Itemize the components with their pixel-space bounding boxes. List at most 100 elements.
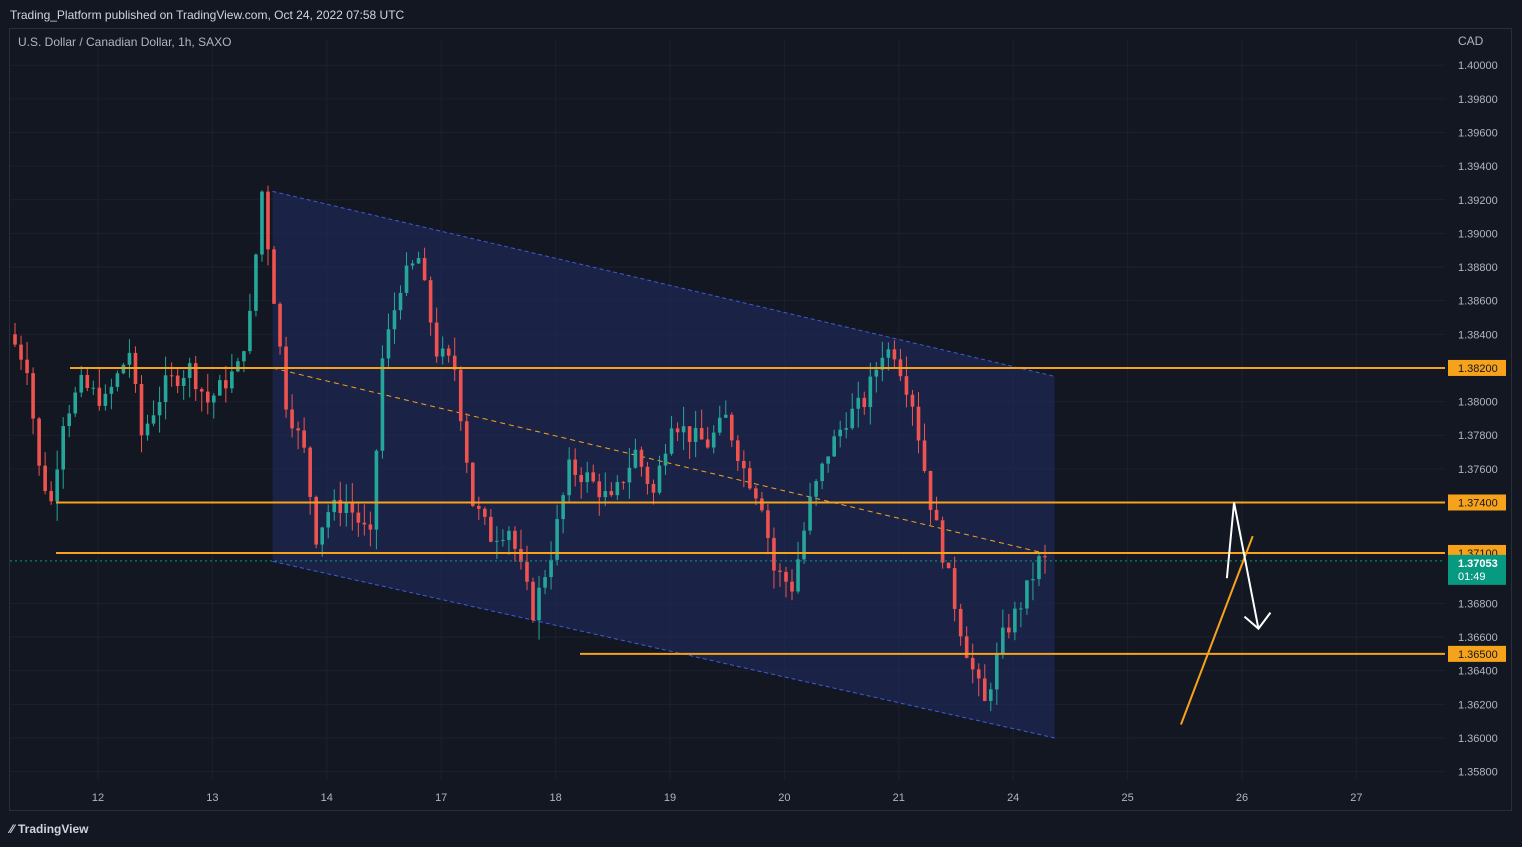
candle-body	[597, 481, 602, 498]
candle-body	[591, 472, 596, 482]
publisher-info: Trading_Platform published on TradingVie…	[10, 8, 405, 22]
candle-body	[748, 468, 752, 489]
channel-top-line	[272, 190, 1055, 377]
x-tick-label: 17	[435, 792, 447, 804]
candle-body	[711, 432, 716, 448]
candle-body	[19, 344, 23, 360]
candle-body	[934, 509, 939, 521]
candle-body	[651, 483, 656, 493]
candle-body	[260, 191, 264, 255]
y-tick-label: 1.36000	[1458, 733, 1498, 745]
candle-body	[422, 258, 427, 281]
candle-body	[958, 608, 963, 637]
candle-body	[976, 669, 981, 679]
candle-body	[705, 439, 710, 448]
candle-body	[796, 559, 800, 592]
candle-body	[55, 469, 59, 502]
candle-body	[314, 496, 318, 545]
candle-body	[157, 402, 162, 416]
candle-body	[778, 570, 782, 572]
y-tick-label: 1.36800	[1458, 598, 1498, 610]
candle-body	[248, 310, 252, 352]
candle-body	[320, 527, 324, 545]
candle-body	[742, 460, 746, 469]
y-tick-label: 1.36400	[1458, 666, 1498, 678]
candle-body	[356, 512, 361, 523]
tradingview-logo[interactable]: ⁄⁄ TradingView	[10, 822, 88, 836]
channel-fill	[272, 191, 1055, 738]
candle-body	[699, 428, 704, 440]
countdown-label: 01:49	[1458, 571, 1486, 583]
candle-body	[1019, 608, 1023, 610]
candle-body	[850, 408, 855, 429]
candle-body	[856, 397, 861, 409]
candle-body	[603, 491, 608, 498]
channel-layer	[272, 190, 1055, 739]
candle-body	[916, 406, 921, 441]
y-tick-label: 1.40000	[1458, 60, 1498, 72]
candle-body	[296, 428, 300, 431]
y-tick-label: 1.38600	[1458, 296, 1498, 308]
candle-body	[121, 364, 126, 374]
candle-body	[832, 436, 836, 457]
candle-body	[519, 548, 523, 562]
candle-body	[187, 363, 192, 378]
channel-midline	[272, 367, 1044, 554]
candle-body	[543, 577, 547, 588]
y-tick-label: 1.37800	[1458, 430, 1498, 442]
level-price-tag	[1448, 359, 1506, 376]
candle-layer	[13, 185, 1047, 712]
y-tick-label: 1.38800	[1458, 262, 1498, 274]
y-tick-label: 1.36600	[1458, 632, 1498, 644]
candle-body	[85, 374, 90, 389]
y-tick-label: 1.36200	[1458, 699, 1498, 711]
x-tick-label: 26	[1236, 792, 1248, 804]
candle-body	[1037, 556, 1041, 580]
level-price-label: 1.37400	[1458, 498, 1498, 510]
candle-body	[826, 456, 830, 464]
symbol-title: U.S. Dollar / Canadian Dollar, 1h, SAXO	[18, 35, 232, 49]
level-price-tag	[1448, 494, 1506, 511]
candle-body	[910, 394, 915, 407]
y-tick-label: 1.39200	[1458, 195, 1498, 207]
candle-body	[736, 440, 740, 461]
candle-body	[964, 636, 969, 658]
candle-body	[729, 414, 734, 441]
axis-layer: 1.40000 1.39800 1.39600 1.39400 1.39200 1.390…	[92, 60, 1498, 804]
candle-body	[109, 386, 114, 394]
y-tick-label: 1.37600	[1458, 464, 1498, 476]
candle-body	[452, 355, 457, 370]
candle-body	[410, 263, 415, 266]
y-tick-label: 1.35800	[1458, 767, 1498, 779]
y-tick-label: 1.39600	[1458, 128, 1498, 140]
candle-body	[477, 505, 481, 509]
candle-body	[995, 654, 999, 690]
candle-body	[308, 447, 312, 497]
candle-body	[386, 329, 391, 359]
candle-body	[585, 472, 590, 483]
tradingview-logo-icon: ⁄⁄	[10, 822, 15, 836]
currency-label: CAD	[1458, 34, 1484, 48]
candle-body	[1001, 627, 1005, 655]
candle-body	[175, 375, 180, 386]
candle-body	[272, 249, 276, 304]
candle-body	[254, 254, 258, 311]
candle-body	[404, 265, 409, 293]
candle-body	[43, 465, 47, 492]
candle-body	[633, 449, 638, 468]
candle-body	[181, 377, 186, 386]
candle-body	[139, 383, 144, 436]
candle-body	[874, 369, 879, 377]
candle-body	[37, 418, 41, 466]
candle-body	[199, 389, 204, 392]
candle-body	[446, 348, 451, 356]
candle-body	[97, 387, 102, 406]
current-price-tag	[1448, 554, 1506, 585]
candle-body	[483, 508, 487, 517]
candle-body	[675, 428, 680, 433]
candle-body	[687, 426, 692, 442]
x-tick-label: 27	[1350, 792, 1362, 804]
candle-body	[344, 502, 349, 513]
